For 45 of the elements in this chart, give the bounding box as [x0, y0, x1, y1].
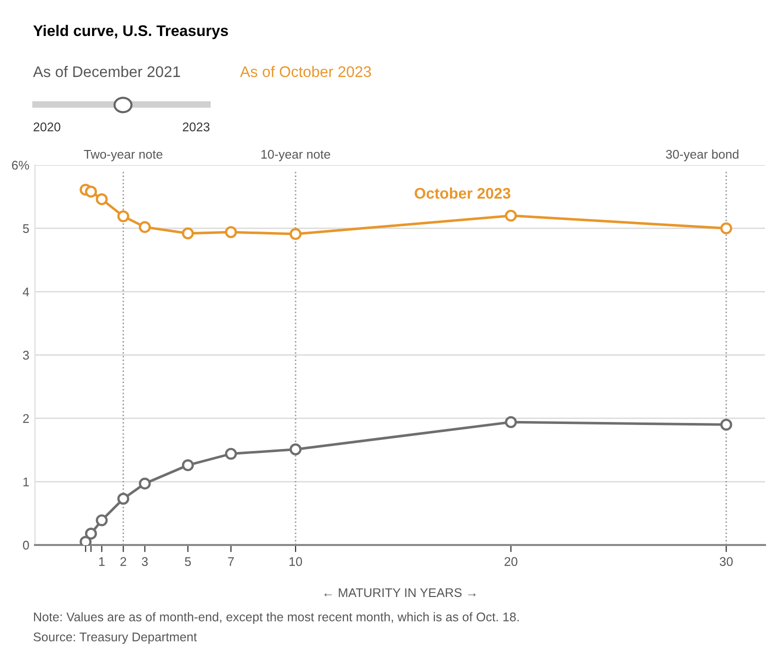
point	[117, 210, 130, 222]
ref-line-label: 10-year note	[261, 150, 330, 162]
x-tick-label: 7	[228, 557, 234, 566]
point	[504, 210, 517, 222]
point	[85, 186, 97, 198]
point	[182, 227, 194, 240]
x-tick-label: 5	[184, 557, 191, 566]
point	[290, 228, 302, 240]
point	[182, 459, 194, 472]
point	[224, 226, 237, 238]
x-tick-label: 3	[142, 557, 148, 566]
y-tick-label: 0	[22, 540, 29, 550]
point	[85, 528, 97, 540]
y-tick-label: 2	[23, 414, 29, 423]
text: 2023	[182, 122, 210, 132]
source-note: Source: Treasury Department	[34, 632, 197, 644]
point	[720, 222, 732, 234]
x-axis-title: ← MATURITY IN YEARS →	[324, 588, 476, 598]
point	[290, 443, 302, 456]
point	[138, 221, 151, 234]
point	[138, 478, 151, 490]
y-tick-label: 6%	[12, 160, 29, 170]
text: Note: Values are as of month-end, except the most recent month, which is as of Oct. 18.	[34, 612, 519, 624]
point	[96, 193, 108, 206]
y-tick-label: 1	[23, 478, 29, 486]
x-tick-label: 10	[290, 557, 302, 566]
chart-title: Yield curve, U.S. Treasurys	[33, 24, 228, 40]
point	[224, 448, 237, 460]
point	[504, 416, 517, 428]
x-tick-label: 20	[504, 557, 518, 566]
text: As of October 2023	[240, 66, 371, 78]
ref-line-label: Two-year note	[84, 150, 162, 162]
x-tick-label: 1	[99, 557, 105, 566]
y-tick-label: 5	[22, 224, 29, 233]
point	[720, 418, 732, 431]
text: As of December 2021	[33, 66, 180, 78]
x-tick-label: 30	[720, 557, 733, 566]
ref-line-label: 30-year bond	[666, 150, 738, 162]
point	[117, 492, 130, 505]
series-label: October 2023	[414, 187, 510, 199]
y-tick-label: 4	[22, 288, 30, 296]
text: 2020	[34, 122, 60, 132]
point	[96, 514, 108, 526]
x-tick-label: 2	[120, 557, 126, 566]
y-tick-label: 3	[22, 350, 29, 360]
